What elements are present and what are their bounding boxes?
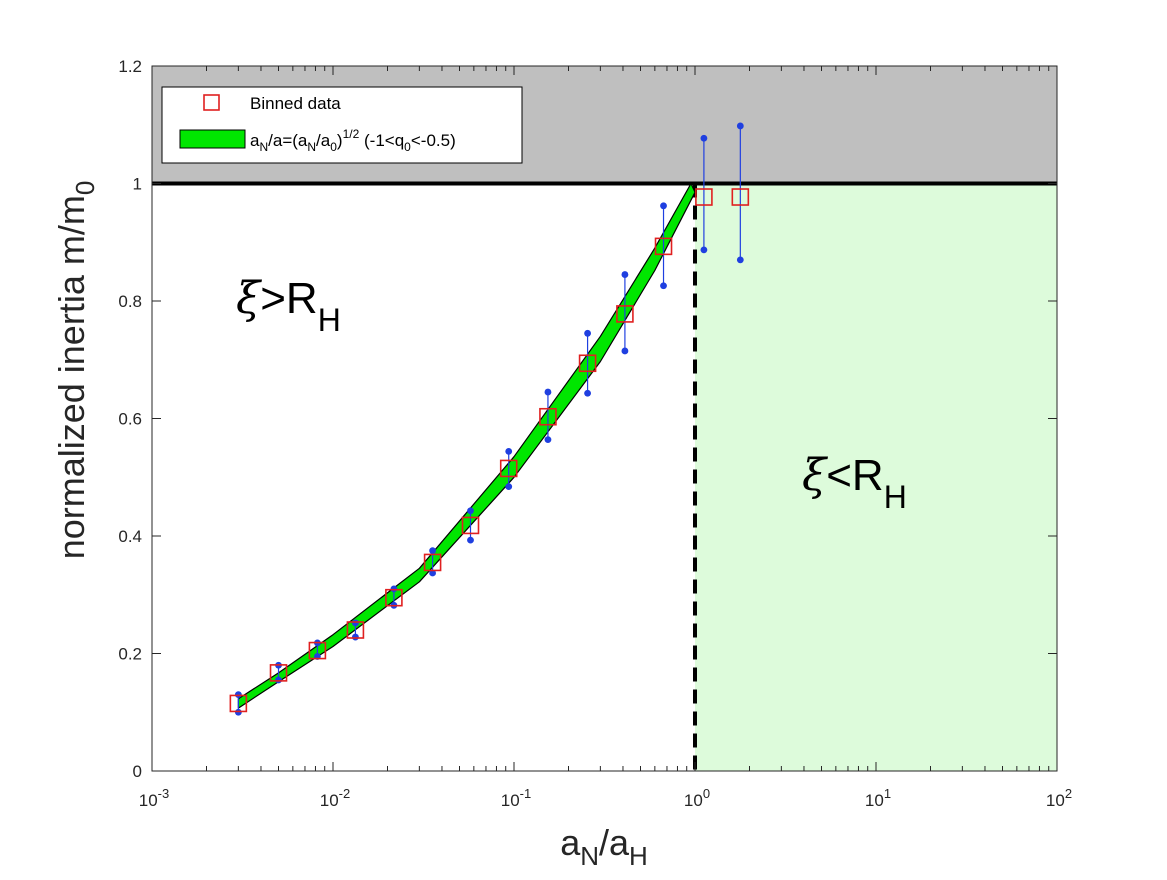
error-bar-cap-upper xyxy=(621,271,629,278)
y-tick-label: 0.4 xyxy=(118,527,142,546)
axes xyxy=(151,65,1058,772)
error-bar-cap-lower xyxy=(736,256,744,264)
y-tick-label: 0 xyxy=(133,762,142,781)
data-marker xyxy=(461,516,480,535)
x-tick-label-base: 10 xyxy=(1046,791,1065,810)
data-marker xyxy=(385,588,403,607)
data-marker xyxy=(423,553,442,572)
error-bar-cap-upper xyxy=(390,585,398,593)
x-tick-label: 102 xyxy=(1046,786,1072,810)
annotation-left: ξ>RH xyxy=(236,273,341,338)
x-tick-label-base: 10 xyxy=(865,791,884,810)
error-bar-cap-upper xyxy=(505,448,513,455)
y-axis-title: normalized inertia m/m0 xyxy=(51,181,100,560)
y-tick-label: 1 xyxy=(133,175,142,194)
shaded-regions xyxy=(152,66,1057,771)
error-bar-cap-upper xyxy=(660,202,667,210)
x-tick-label: 100 xyxy=(684,786,710,810)
error-bar-cap-lower xyxy=(621,347,629,355)
data-marker xyxy=(269,664,288,682)
data-marker xyxy=(616,305,634,323)
x-tick-label-base: 10 xyxy=(320,791,339,810)
data-marker xyxy=(499,459,518,478)
x-tick-label: 10-1 xyxy=(501,786,531,810)
x-tick-label-base: 10 xyxy=(684,791,703,810)
error-bar-cap-upper xyxy=(736,122,744,130)
error-bar-cap-lower xyxy=(429,569,436,577)
y-tick-label: 0.2 xyxy=(118,645,142,664)
data-marker xyxy=(346,621,365,639)
error-bar-cap-upper xyxy=(700,134,708,142)
y-tick-label: 0.8 xyxy=(118,292,142,311)
data-marker xyxy=(695,188,713,206)
x-tick-label: 101 xyxy=(865,786,891,810)
error-bar-cap-lower xyxy=(234,708,242,716)
data-marker xyxy=(308,641,327,660)
y-tick-label: 1.2 xyxy=(118,57,142,76)
annotation-right: ξ<RH xyxy=(802,450,907,515)
data-marker xyxy=(654,237,673,256)
data-marker xyxy=(731,188,750,206)
data-marker xyxy=(578,354,597,373)
data-marker xyxy=(539,407,557,426)
legend-label-binned: Binned data xyxy=(250,94,341,113)
error-bar-cap-lower xyxy=(505,483,513,491)
x-tick-label-exponent: -1 xyxy=(520,786,532,801)
x-tick-label-exponent: 2 xyxy=(1065,786,1072,801)
x-tick-labels: 10-3 10-2 10-1 100 101 102 xyxy=(139,786,1072,810)
y-tick-labels: 0 0.2 0.4 0.6 0.8 1 1.2 xyxy=(118,57,142,781)
error-bar-cap-upper xyxy=(429,547,436,555)
x-tick-label-exponent: -2 xyxy=(339,786,351,801)
legend-box xyxy=(161,86,523,164)
data-marker xyxy=(229,694,248,713)
legend-square-marker xyxy=(203,94,220,111)
x-tick-label: 10-2 xyxy=(320,786,350,810)
x-tick-label-exponent: -3 xyxy=(158,786,170,801)
binned-markers xyxy=(229,188,750,713)
reference-lines xyxy=(152,181,1057,771)
error-bar-cap-upper xyxy=(467,507,474,515)
light-green-region xyxy=(695,183,1057,771)
error-bar-cap-upper xyxy=(234,691,242,699)
x-tick-label-exponent: 1 xyxy=(884,786,891,801)
x-tick-label-exponent: 0 xyxy=(703,786,710,801)
error-bar-cap-lower xyxy=(700,246,708,254)
legend-band-swatch xyxy=(179,129,246,149)
error-bar-cap-lower xyxy=(352,633,359,641)
error-bar-cap-lower xyxy=(275,676,282,684)
legend-label-band: aN/a=(aN/a0)1/2 (-1<q0<-0.5) xyxy=(250,127,456,154)
error-bar-cap-lower xyxy=(660,282,667,290)
error-bar-cap-lower xyxy=(467,536,474,544)
error-bar-cap-lower xyxy=(544,436,552,444)
error-bar-cap-lower xyxy=(584,389,591,397)
x-axis-title: aN/aH xyxy=(560,822,648,871)
x-tick-label: 10-3 xyxy=(139,786,169,810)
y-tick-label: 0.6 xyxy=(118,410,142,429)
error-bar-cap-upper xyxy=(584,329,591,337)
error-bar-cap-upper xyxy=(352,619,359,627)
x-tick-label-base: 10 xyxy=(139,791,158,810)
x-tick-label-base: 10 xyxy=(501,791,520,810)
error-bar-cap-upper xyxy=(544,388,552,396)
legend: Binned data aN/a=(aN/a0)1/2 (-1<q0<-0.5) xyxy=(161,86,523,164)
